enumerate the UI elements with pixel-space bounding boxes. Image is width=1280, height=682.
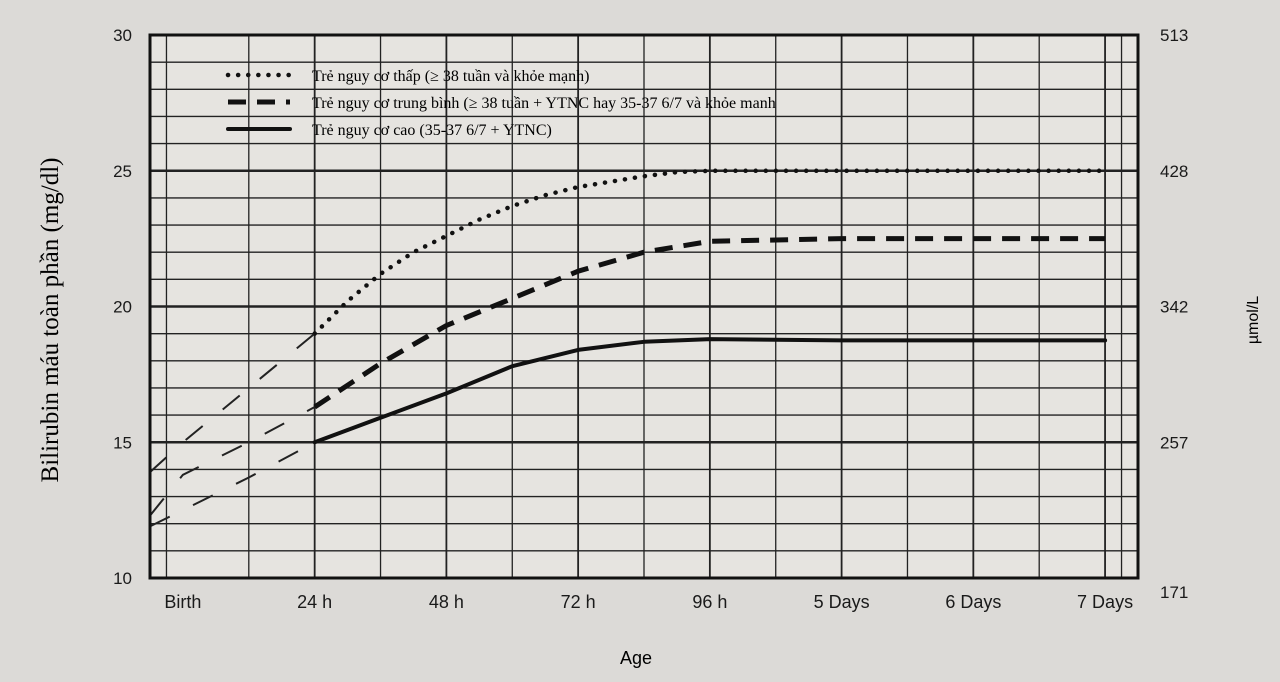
series-line-low-risk <box>312 168 1108 336</box>
series-layer <box>149 168 1108 528</box>
x-tick-label: 48 h <box>429 592 464 612</box>
plot-frame <box>148 33 1140 580</box>
y2-tick-label: 428 <box>1160 162 1188 181</box>
y2-tick-label: 171 <box>1160 583 1188 602</box>
y-axis-label: Bilirubin máu toàn phần (mg/dl) <box>37 158 64 483</box>
x-axis-label: Age <box>620 648 652 668</box>
y-tick-label: 15 <box>113 433 132 452</box>
series-line-medium-risk <box>313 236 1106 410</box>
x-tick-label: 72 h <box>561 592 596 612</box>
y-axis-right: 171 257 342 428 513 <box>1160 26 1188 602</box>
grid <box>150 35 1138 578</box>
y-tick-label: 10 <box>113 569 132 588</box>
legend: Trẻ nguy cơ thấp (≥ 38 tuần và khỏe mạnh… <box>225 68 776 139</box>
x-tick-label: 6 Days <box>945 592 1001 612</box>
legend-swatches <box>225 72 293 131</box>
legend-entry-low: Trẻ nguy cơ thấp (≥ 38 tuần và khỏe mạnh… <box>312 68 589 85</box>
series-line-high-risk <box>312 337 1108 445</box>
y2-tick-label: 342 <box>1160 298 1188 317</box>
x-tick-label: Birth <box>164 592 201 612</box>
legend-entry-high: Trẻ nguy cơ cao (35-37 6/7 + YTNC) <box>312 122 552 139</box>
x-tick-label: 24 h <box>297 592 332 612</box>
y-tick-label: 25 <box>113 162 132 181</box>
series-extrapolation-medium-risk <box>149 406 316 517</box>
x-tick-label: 7 Days <box>1077 592 1133 612</box>
y2-tick-label: 513 <box>1160 26 1188 45</box>
x-axis: Birth 24 h 48 h 72 h 96 h 5 Days 6 Days 7 Days <box>164 592 1133 612</box>
y2-axis-label: µmol/L <box>1245 296 1262 344</box>
y-tick-label: 30 <box>113 26 132 45</box>
x-tick-label: 96 h <box>692 592 727 612</box>
legend-entry-medium: Trẻ nguy cơ trung bình (≥ 38 tuần + YTNC… <box>312 95 776 112</box>
x-tick-label: 5 Days <box>814 592 870 612</box>
y-tick-label: 20 <box>113 298 132 317</box>
y2-tick-label: 257 <box>1160 433 1188 452</box>
series-extrapolation-high-risk <box>149 441 316 528</box>
y-axis-left: 10 15 20 25 30 <box>113 26 132 588</box>
